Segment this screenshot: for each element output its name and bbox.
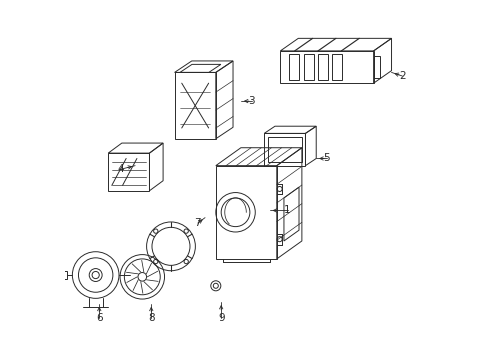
Text: 2: 2: [398, 71, 405, 81]
Bar: [373, 56, 379, 78]
Bar: [264, 134, 305, 166]
Text: 1: 1: [284, 206, 290, 216]
Bar: [289, 54, 299, 80]
Bar: [174, 72, 215, 139]
Bar: [108, 153, 149, 191]
Text: 8: 8: [148, 313, 154, 323]
Text: 7: 7: [194, 218, 201, 228]
Text: 9: 9: [218, 313, 224, 323]
Bar: [280, 51, 373, 83]
Text: 4: 4: [117, 164, 124, 174]
Bar: [215, 166, 276, 259]
Bar: [332, 54, 342, 80]
Bar: [58, 271, 67, 279]
Bar: [303, 54, 313, 80]
Bar: [267, 137, 301, 162]
Text: 5: 5: [323, 153, 329, 163]
Bar: [317, 54, 327, 80]
Text: 3: 3: [248, 96, 254, 106]
Text: 6: 6: [96, 313, 102, 323]
